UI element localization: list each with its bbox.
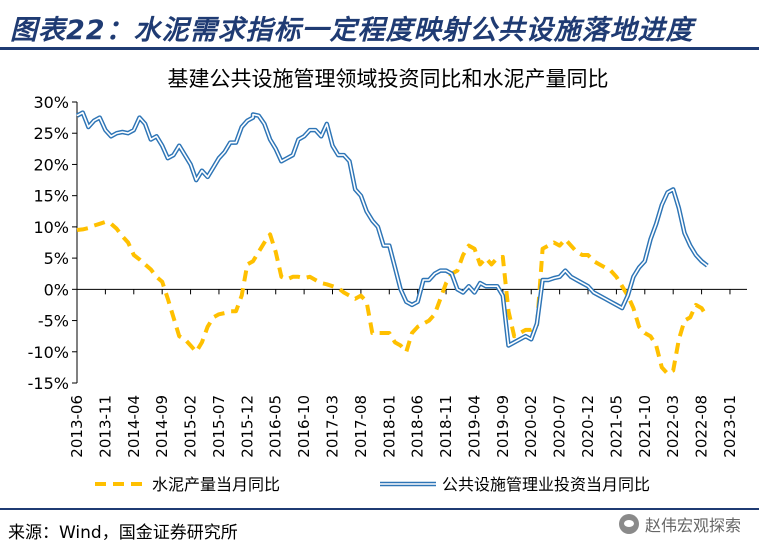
x-tick-label: 2014-04 [125, 395, 143, 458]
y-tick-label: 30% [33, 93, 69, 112]
chart-title: 基建公共设施管理领域投资同比和水泥产量同比 [168, 67, 609, 91]
x-tick-label: 2017-08 [352, 395, 370, 458]
chart-axes: -15% -10% -5% 0% 5% 10% 15% 20% 25% 30% 2013-06 201… [28, 93, 747, 458]
y-tick-label: 20% [33, 155, 69, 174]
x-tick-label: 2020-02 [522, 395, 540, 458]
wechat-icon [618, 514, 639, 534]
y-tick-label: 5% [44, 249, 69, 268]
y-tick-label: 25% [33, 124, 69, 143]
y-tick-label: 15% [33, 187, 69, 206]
x-tick-label: 2014-09 [153, 395, 171, 458]
x-tick-label: 2020-07 [551, 395, 569, 458]
x-tick-label: 2019-09 [494, 395, 512, 458]
x-tick-label: 2015-12 [238, 395, 256, 458]
x-tick-label: 2018-01 [380, 395, 398, 458]
series-line-infra-inner [76, 111, 708, 347]
chart-legend: 水泥产量当月同比 公共设施管理业投资当月同比 [95, 475, 650, 494]
y-tick-label: -15% [28, 374, 69, 393]
chart-series [75, 110, 710, 376]
x-tick-label: 2018-06 [409, 395, 427, 458]
source-note: 来源：Wind，国金证券研究所 [0, 508, 759, 547]
y-tick-label: -5% [38, 312, 69, 331]
legend-label-cement: 水泥产量当月同比 [152, 475, 280, 494]
chart-canvas: 基建公共设施管理领域投资同比和水泥产量同比 -15% -10% -5% 0% 5% 10%… [28, 67, 747, 494]
x-tick-label: 2016-05 [267, 395, 285, 458]
x-tick-label: 2013-11 [96, 395, 114, 458]
x-tick-label: 2018-11 [437, 395, 455, 458]
x-tick-label: 2015-02 [182, 395, 200, 458]
figure-title: 图表22：水泥需求指标一定程度映射公共设施落地进度 [0, 0, 759, 50]
x-tick-label: 2015-07 [210, 395, 228, 458]
y-tick-label: -10% [28, 343, 69, 362]
x-tick-label: 2017-03 [324, 395, 342, 458]
legend-label-infra: 公共设施管理业投资当月同比 [442, 475, 650, 494]
x-tick-label: 2013-06 [68, 395, 86, 458]
watermark-text: 赵伟宏观探索 [644, 516, 741, 535]
y-tick-label: 10% [33, 218, 69, 237]
x-tick-label: 2020-12 [579, 395, 597, 458]
x-tick-label: 2021-10 [636, 395, 654, 458]
x-tick-label: 2021-05 [607, 395, 625, 458]
x-tick-label: 2023-01 [721, 395, 739, 458]
x-tick-label: 2016-10 [295, 395, 313, 458]
x-tick-label: 2022-03 [664, 395, 682, 458]
watermark: 赵伟宏观探索 [618, 512, 741, 536]
y-tick-label: 0% [44, 280, 69, 299]
series-line-cement [76, 219, 710, 376]
x-tick-label: 2019-04 [465, 395, 483, 458]
x-tick-label: 2022-08 [693, 395, 711, 458]
